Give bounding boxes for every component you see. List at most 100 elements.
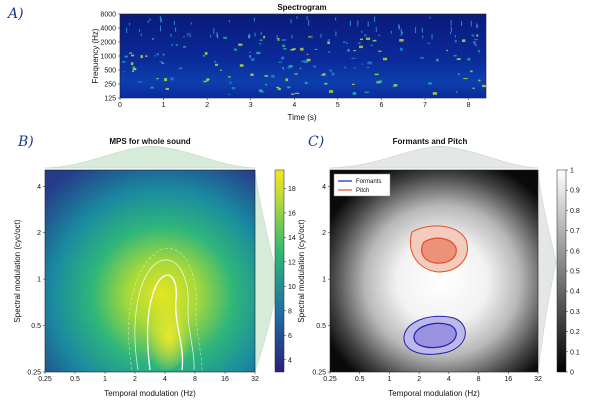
c-right-marginal (537, 169, 557, 373)
spectrogram-energy-mark (329, 69, 332, 72)
spectrogram-energy-mark (347, 48, 350, 52)
spectrogram-energy-mark (294, 92, 300, 94)
spectrogram-energy-mark (399, 39, 404, 42)
spectrogram-energy-mark (306, 53, 309, 55)
spectrogram-energy-mark (450, 26, 452, 33)
c-x-tick: 1 (387, 376, 391, 383)
spectrogram-energy-mark (278, 61, 283, 63)
mps-contour-dashed (128, 248, 203, 371)
spectrogram-energy-mark (308, 36, 311, 38)
spectrogram-x-tick: 8 (467, 102, 471, 109)
spectrogram-energy-mark (361, 30, 363, 34)
spectrogram-energy-mark (353, 67, 356, 69)
spectrogram-energy-mark (265, 83, 268, 86)
spectrogram-energy-mark (398, 25, 400, 30)
spectrogram-energy-mark (160, 19, 162, 22)
spectrogram-energy-mark (214, 63, 219, 66)
mps-colorbar-tick: 4 (288, 357, 292, 364)
spectrogram-x-tick: 6 (379, 102, 383, 109)
spectrogram-energy-mark (130, 54, 135, 57)
spectrogram-energy-mark (476, 34, 479, 37)
spectrogram-energy-mark (399, 47, 403, 51)
c-colorbar-tick: 0.1 (570, 349, 580, 356)
c-x-label: Temporal modulation (Hz) (388, 389, 480, 398)
spectrogram-energy-mark (291, 93, 295, 95)
c-colorbar-tick: 1 (570, 168, 574, 175)
spectrogram-energy-mark (344, 66, 347, 69)
spectrogram-energy-mark (420, 56, 424, 59)
c-x-tick: 8 (477, 376, 481, 383)
spectrogram-energy-mark (456, 58, 461, 61)
spectrogram-energy-mark (277, 38, 280, 41)
mps-colorbar-tick: 16 (288, 210, 296, 217)
mps-x-tick: 8 (193, 376, 197, 383)
spectrogram-energy-mark (170, 77, 174, 81)
spectrogram-energy-mark (343, 41, 346, 44)
spectrogram-energy-mark (214, 60, 217, 63)
spectrogram-energy-mark (276, 35, 278, 40)
spectrogram-x-tick: 3 (249, 102, 253, 109)
spectrogram-plot: 125 250 500 1000 2000 4000 8000 0 1 2 3 4 5 6 7 8 (100, 12, 487, 109)
mps-title: MPS for whole sound (109, 137, 190, 146)
spectrogram-energy-mark (400, 31, 402, 36)
spectrogram-energy-mark (154, 55, 157, 57)
spectrogram-y-tick: 2000 (100, 40, 116, 47)
spectrogram-energy-mark (213, 27, 215, 34)
spectrogram-energy-mark (258, 42, 262, 45)
spectrogram-energy-mark (264, 75, 269, 77)
spectrogram-energy-mark (372, 39, 377, 42)
spectrogram-energy-mark (283, 47, 287, 50)
spectrogram-energy-mark (256, 51, 261, 55)
c-y-tick: 1 (322, 277, 326, 284)
spectrogram-x-tick: 4 (292, 102, 296, 109)
spectrogram-energy-mark (147, 20, 149, 24)
spectrogram-energy-mark (203, 80, 207, 83)
mps-colorbar-tick: 14 (288, 235, 296, 242)
spectrogram-energy-mark (296, 16, 298, 19)
spectrogram-energy-mark (156, 77, 159, 80)
spectrogram-energy-mark (455, 90, 458, 93)
formants-pitch-title: Formants and Pitch (393, 137, 468, 146)
c-frame (329, 169, 539, 373)
spectrogram-energy-mark (349, 20, 351, 26)
spectrogram-y-tick: 4000 (100, 26, 116, 33)
spectrogram-energy-mark (258, 89, 263, 93)
spectrogram-energy-mark (179, 67, 183, 69)
c-colorbar (556, 169, 567, 373)
spectrogram-energy-mark (470, 70, 473, 73)
spectrogram-energy-mark (324, 82, 328, 85)
spectrogram-energy-mark (238, 43, 243, 46)
spectrogram-y-tick: 8000 (100, 12, 116, 19)
spectrogram-energy-mark (378, 50, 382, 52)
panel-label-c: C) (308, 134, 324, 150)
mps-y-tick: 2 (37, 230, 41, 237)
spectrogram-energy-mark (374, 16, 376, 22)
mps-x-tick: 2 (133, 376, 137, 383)
spectrogram-energy-mark (171, 43, 173, 47)
spectrogram-energy-mark (461, 20, 463, 26)
spectrogram-energy-mark (351, 57, 356, 59)
spectrogram-energy-mark (458, 73, 460, 75)
spectrogram-energy-mark (150, 86, 154, 89)
spectrogram-energy-mark (123, 71, 126, 73)
spectrogram-energy-mark (359, 45, 363, 49)
spectrogram-energy-mark (427, 82, 432, 85)
spectrogram-energy-mark (132, 70, 135, 73)
spectrogram-energy-mark (473, 41, 476, 45)
panel-label-b: B) (17, 134, 34, 150)
c-colorbar-tick: 0.8 (570, 208, 580, 215)
spectrogram-energy-mark (202, 55, 205, 57)
mps-y-tick: 0.25 (27, 370, 41, 377)
spectrogram-y-tick: 125 (104, 96, 116, 103)
spectrogram-energy-mark (223, 36, 228, 39)
spectrogram-energy-mark (453, 54, 457, 57)
spectrogram-energy-mark (190, 22, 192, 25)
spectrogram-energy-mark (229, 81, 232, 84)
spectrogram-energy-mark (183, 36, 185, 38)
spectrogram-energy-mark (415, 27, 417, 34)
spectrogram-energy-mark (367, 61, 372, 65)
spectrogram-energy-mark (129, 22, 131, 26)
spectrogram-energy-mark (476, 23, 478, 29)
spectrogram-title: Spectrogram (277, 3, 326, 12)
mps-colorbar (274, 169, 285, 373)
